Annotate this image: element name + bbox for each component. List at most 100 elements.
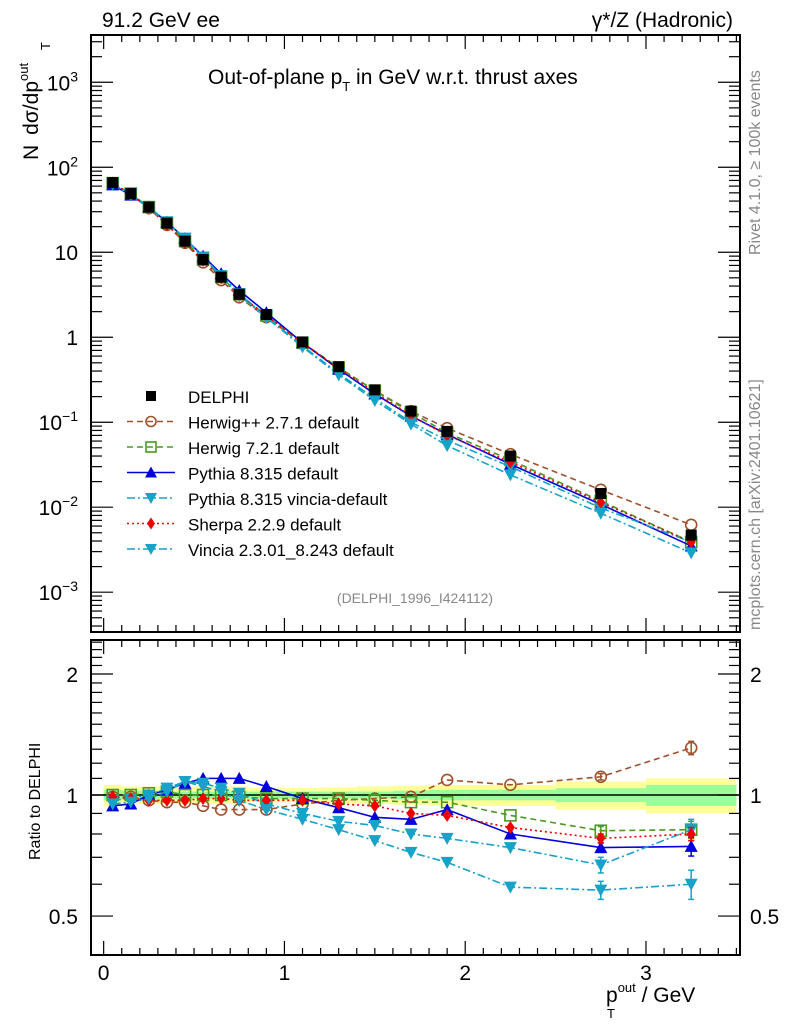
- legend-item: Herwig 7.2.1 default: [127, 439, 339, 458]
- main-ytick-label: 10−2: [39, 493, 79, 520]
- legend-item: Pythia 8.315 vincia-default: [127, 490, 388, 509]
- ratio-frame: [90, 639, 741, 956]
- main-data-point: [107, 177, 119, 189]
- header-left: 91.2 GeV ee: [102, 9, 220, 32]
- ratio-series-vincia-2-3-01-8-243-default: [106, 776, 698, 901]
- ratio-data-point: [332, 824, 346, 837]
- main-data-point: [197, 254, 209, 266]
- legend-label: Vincia 2.3.01_8.243 default: [188, 541, 394, 560]
- ratio-data-point: [404, 846, 418, 859]
- ytick-exp: −3: [62, 578, 78, 594]
- main-data-point: [504, 450, 516, 462]
- legend: DELPHI Herwig++ 2.7.1 default Herwig 7.2.1…: [127, 388, 394, 560]
- ratio-data-point: [261, 793, 271, 807]
- ratio-ylabel: Ratio to DELPHI: [27, 743, 44, 860]
- ratio-ytick-label-left: 0.5: [49, 906, 78, 929]
- legend-marker: [145, 493, 157, 504]
- legend-label: Pythia 8.315 vincia-default: [188, 490, 388, 509]
- main-data-point: [369, 384, 381, 396]
- main-ytick-label: 10−1: [39, 408, 79, 435]
- ratio-ytick-label-right: 1: [750, 785, 762, 808]
- main-data-point: [440, 440, 454, 453]
- ratio-ytick-label-right: 2: [750, 664, 762, 687]
- main-data-point: [233, 288, 245, 300]
- ratio-data-point: [684, 839, 698, 852]
- legend-marker: [145, 544, 157, 555]
- xtick-label: 0: [98, 962, 110, 985]
- side-text-top: Rivet 4.1.0, ≥ 100k events: [747, 70, 764, 255]
- plot-title: Out-of-plane pT in GeV w.r.t. thrust axe…: [208, 66, 578, 94]
- xlabel-p: p: [606, 984, 618, 1007]
- main-data-point: [684, 518, 698, 532]
- ratio-data-point: [178, 776, 192, 789]
- main-ytick-label: 1: [66, 327, 78, 350]
- ratio-data-point: [505, 821, 515, 835]
- main-data-point: [594, 507, 608, 520]
- ratio-data-point: [180, 793, 190, 807]
- header-right: γ*/Z (Hadronic): [592, 9, 733, 32]
- legend-label: Herwig 7.2.1 default: [188, 439, 339, 458]
- ytick-base: 10: [39, 412, 62, 435]
- ratio-data-point: [406, 806, 416, 820]
- legend-item: Pythia 8.315 default: [127, 465, 339, 484]
- ratio-ytick-label-left: 2: [66, 664, 78, 687]
- main-data-point: [441, 425, 453, 437]
- xlabel-post: / GeV: [636, 984, 696, 1007]
- legend-item: Herwig++ 2.7.1 default: [127, 414, 359, 433]
- ylabel-n: N: [20, 145, 43, 160]
- main-data-point: [260, 309, 272, 321]
- main-data-point: [596, 495, 606, 509]
- ratio-plot: 2 2 1 1 0.5 0.5 0 1 2 3: [49, 639, 779, 985]
- xtick-label: 1: [279, 962, 291, 985]
- title-sub: T: [342, 79, 350, 94]
- ratio-data-point: [594, 770, 608, 784]
- main-frame: [90, 34, 741, 633]
- ytick-base: 10: [39, 497, 62, 520]
- ratio-data-point: [214, 786, 228, 799]
- legend-label: DELPHI: [188, 388, 249, 407]
- x-axis-label: pout / GeV: [606, 980, 695, 1007]
- main-data-point: [595, 487, 607, 499]
- ratio-data-point: [504, 778, 517, 792]
- main-series-line: [112, 182, 692, 543]
- main-data-point: [404, 418, 418, 431]
- ratio-data-point: [594, 841, 608, 854]
- ytick-base: 10: [47, 157, 70, 180]
- ratio-data-point: [503, 842, 517, 855]
- ratio-data-point: [198, 792, 208, 806]
- ratio-data-point: [440, 773, 454, 787]
- ratio-data-point: [370, 799, 380, 813]
- side-text-bottom: mcplots.cern.ch [arXiv:2401.10621]: [747, 379, 764, 630]
- ytick-exp: 3: [70, 68, 78, 84]
- ratio-data-point: [368, 810, 382, 823]
- legend-label: Herwig++ 2.7.1 default: [188, 414, 359, 433]
- legend-item: Sherpa 2.2.9 default: [127, 516, 341, 535]
- ylabel-main: dσ/dp: [20, 81, 43, 135]
- legend-marker: [146, 391, 156, 401]
- legend-label: Pythia 8.315 default: [188, 465, 339, 484]
- ratio-data-point: [594, 859, 608, 872]
- svg-text:Ndσ/dpout: Ndσ/dpout: [16, 63, 43, 160]
- ytick-exp: 2: [70, 153, 78, 169]
- ytick-base: 10: [39, 582, 62, 605]
- main-ytick-label: 103: [47, 68, 78, 95]
- ratio-series-sherpa-2-2-9-default: [108, 790, 696, 845]
- ratio-data-point: [298, 793, 308, 807]
- xlabel-sup: out: [618, 980, 636, 995]
- ratio-ytick-label-left: 1: [66, 785, 78, 808]
- ratio-data-point: [259, 780, 273, 793]
- main-ytick-label: 10−3: [39, 578, 79, 605]
- title-pre: Out-of-plane p: [208, 66, 342, 89]
- main-data-point: [368, 395, 382, 408]
- main-data-point: [333, 361, 345, 373]
- ratio-data-point: [686, 827, 696, 841]
- main-ylabel: Ndσ/dpout T: [16, 42, 53, 160]
- main-data-point: [297, 336, 309, 348]
- main-data-point: [161, 217, 173, 229]
- main-ytick-label: 10: [55, 242, 78, 265]
- ytick-exp: −2: [62, 493, 78, 509]
- ratio-ytick-label-right: 0.5: [750, 906, 779, 929]
- legend-marker: [147, 517, 155, 530]
